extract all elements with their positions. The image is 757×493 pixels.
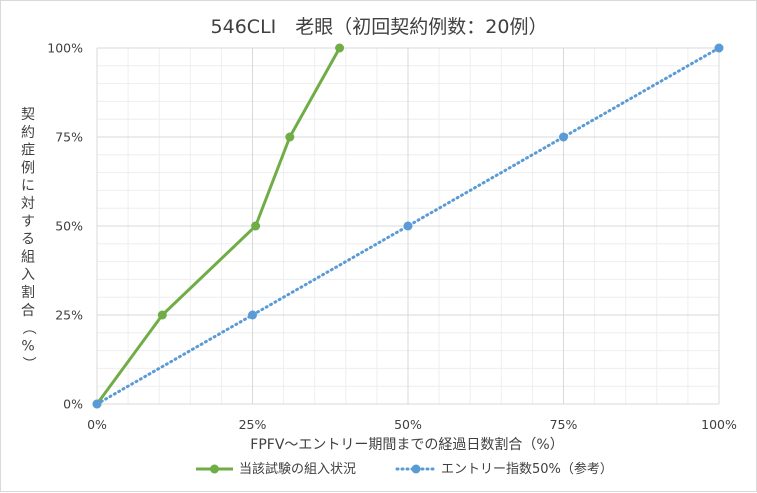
y-axis-label-char: に xyxy=(21,178,35,194)
series-layer xyxy=(92,43,724,409)
y-axis-label-char: す xyxy=(21,214,35,230)
legend-swatch-marker xyxy=(210,464,219,474)
series-point-1 xyxy=(559,132,568,142)
series-point-0 xyxy=(285,132,295,142)
y-axis-label-char: （ xyxy=(20,321,36,335)
y-axis-label-char: 約 xyxy=(21,125,35,141)
y-axis-label-char: 例 xyxy=(21,160,35,176)
y-axis-label-char: 割 xyxy=(21,284,35,301)
x-tick-labels: 0% 25% 50% 75% 100% xyxy=(87,417,737,432)
x-tick-label: 100% xyxy=(701,417,737,432)
legend-item-enrollment: 当該試験の組入状況 xyxy=(196,461,356,477)
series-line-1 xyxy=(95,46,721,406)
y-axis-label-char: る xyxy=(21,232,35,248)
series-point-1 xyxy=(714,43,724,53)
y-axis-label-char: 契 xyxy=(21,107,35,123)
series-point-1 xyxy=(92,399,102,409)
x-axis-label: FPFV～エントリー期間までの経過日数割合（%） xyxy=(250,436,563,453)
x-tick-label: 0% xyxy=(87,417,107,432)
y-tick-label: 25% xyxy=(55,308,83,323)
x-tick-label: 25% xyxy=(239,417,267,432)
legend-label: 当該試験の組入状況 xyxy=(239,461,356,477)
y-axis-label-char: 入 xyxy=(21,267,35,283)
chart-title: 546CLI 老眼（初回契約例数：20例） xyxy=(211,16,548,38)
legend: 当該試験の組入状況 エントリー指数50%（参考） xyxy=(196,461,613,477)
series-point-1 xyxy=(403,221,413,231)
y-tick-label: 75% xyxy=(55,130,83,145)
legend-item-reference: エントリー指数50%（参考） xyxy=(395,461,613,477)
y-tick-labels: 0% 25% 50% 75% 100% xyxy=(47,41,83,412)
legend-swatch-marker xyxy=(411,464,421,474)
x-tick-label: 75% xyxy=(550,417,578,432)
x-tick-label: 50% xyxy=(394,417,422,432)
series-point-0 xyxy=(335,43,345,53)
series-point-0 xyxy=(157,310,167,320)
y-axis-label-char: 対 xyxy=(21,196,35,212)
y-tick-label: 0% xyxy=(63,397,83,412)
y-axis-label-char: % xyxy=(21,338,34,354)
y-axis-label-char: 症 xyxy=(21,143,35,159)
legend-label: エントリー指数50%（参考） xyxy=(441,461,613,477)
y-axis-label-char: 組 xyxy=(21,249,35,265)
y-axis-label-char: 合 xyxy=(21,303,35,319)
y-tick-label: 100% xyxy=(47,41,83,56)
series-point-1 xyxy=(248,310,257,320)
series-point-0 xyxy=(251,221,261,231)
y-axis-label-char: ） xyxy=(20,356,36,370)
y-tick-label: 50% xyxy=(55,219,83,234)
